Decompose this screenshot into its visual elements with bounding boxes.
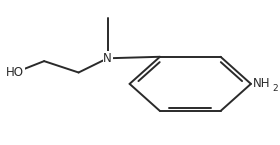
Text: 2: 2 bbox=[272, 84, 277, 93]
Text: HO: HO bbox=[6, 66, 24, 79]
Text: NH: NH bbox=[253, 77, 271, 90]
Text: N: N bbox=[103, 52, 112, 65]
